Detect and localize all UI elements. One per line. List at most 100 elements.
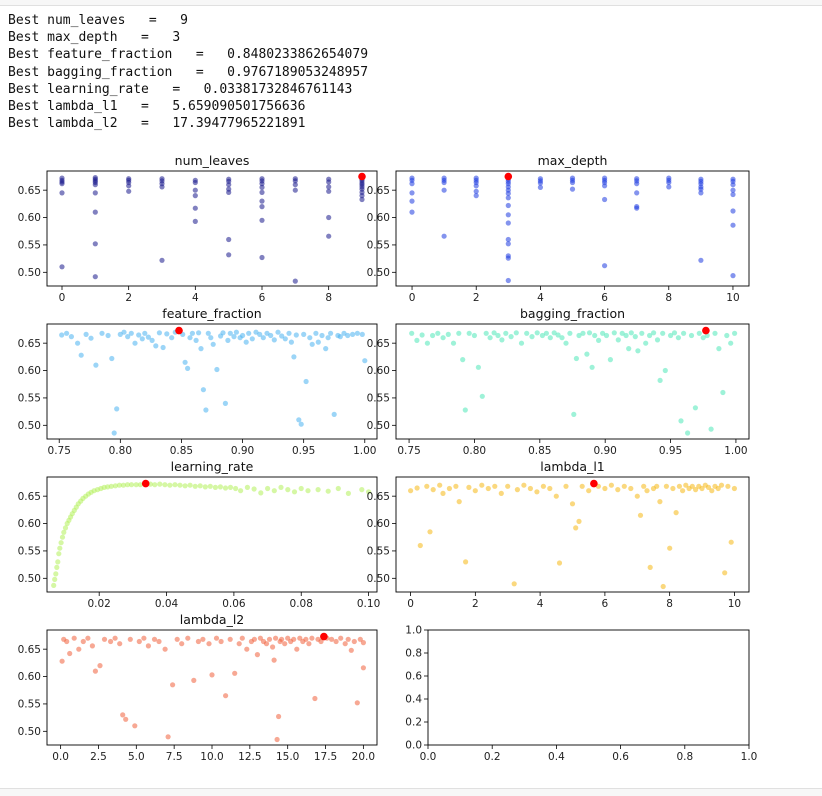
- x-tick-label: 6: [602, 598, 609, 610]
- output-line: Best num_leaves = 9: [8, 13, 189, 28]
- data-point: [257, 331, 263, 337]
- data-point: [345, 332, 351, 339]
- best-point: [141, 479, 150, 488]
- data-point: [409, 190, 415, 196]
- data-point: [408, 488, 414, 494]
- data-point: [185, 365, 191, 371]
- x-tick-label: 0: [409, 292, 416, 304]
- data-point: [693, 487, 699, 493]
- data-point: [265, 485, 271, 492]
- x-tick-label: 10: [728, 598, 741, 610]
- data-point: [607, 357, 614, 363]
- x-tick-label: 8: [325, 292, 332, 304]
- output-line: Best lambda_l1 = 5.659090501756636: [8, 99, 306, 115]
- x-tick-label: 0.95: [659, 445, 682, 457]
- data-point: [499, 337, 505, 343]
- data-point: [359, 196, 365, 203]
- data-point: [270, 644, 276, 650]
- data-point: [296, 417, 302, 423]
- data-point: [292, 182, 298, 188]
- x-tick-label: 0.85: [170, 445, 193, 457]
- x-tick-label: 2: [472, 598, 479, 610]
- data-point: [634, 181, 640, 187]
- data-point: [137, 482, 143, 488]
- data-point: [51, 582, 57, 589]
- data-point: [632, 334, 638, 340]
- data-point: [513, 330, 519, 336]
- x-tick-label: 1.0: [741, 751, 758, 763]
- subplot-empty: 0.0 0.2 0.4 0.6 0.8 1.0 0.0 0.2 0.4 0.6 0.8 1.0: [405, 625, 757, 763]
- y-tick-label: 0.65: [18, 491, 41, 503]
- data-point: [456, 330, 462, 336]
- cell-bottom-border: [0, 788, 822, 796]
- data-point: [78, 352, 84, 358]
- data-point: [688, 332, 695, 339]
- data-point: [226, 182, 232, 188]
- data-point: [220, 330, 226, 336]
- x-tick-label: 0.90: [231, 445, 254, 457]
- data-point: [359, 331, 365, 337]
- data-point: [306, 641, 312, 647]
- data-point: [117, 641, 123, 647]
- data-point: [326, 233, 332, 239]
- data-point: [182, 359, 188, 365]
- y-tick-label: 0.2: [405, 717, 422, 729]
- data-point: [207, 483, 213, 489]
- data-point: [203, 407, 209, 413]
- data-point: [315, 487, 321, 493]
- data-point: [244, 484, 250, 490]
- data-point: [312, 695, 318, 702]
- data-point: [505, 212, 511, 218]
- data-point: [359, 193, 365, 199]
- data-point: [59, 332, 65, 338]
- y-tick-label: 0.65: [367, 185, 390, 197]
- subplot-num_leaves: 0 2 4 6 8 0.50 0.55 0.60 0.65 num_leaves: [18, 153, 378, 304]
- data-point: [120, 482, 126, 488]
- data-point: [89, 643, 95, 649]
- y-tick-label: 0.60: [367, 365, 390, 377]
- data-point: [543, 330, 550, 336]
- data-point: [111, 430, 117, 436]
- data-point: [576, 518, 582, 525]
- data-point: [441, 233, 447, 239]
- best-point: [504, 172, 513, 181]
- y-tick-label: 0.55: [367, 240, 390, 252]
- data-point: [125, 334, 131, 340]
- data-point: [487, 335, 493, 341]
- data-point: [132, 340, 138, 346]
- data-point: [222, 400, 228, 406]
- data-point: [623, 332, 629, 339]
- data-point: [414, 485, 420, 491]
- data-point: [294, 646, 300, 652]
- data-point: [357, 636, 363, 642]
- data-point: [246, 330, 252, 336]
- data-point: [80, 638, 86, 645]
- data-point: [471, 332, 477, 339]
- data-point: [152, 482, 158, 488]
- data-point: [258, 490, 264, 496]
- axes-frame: [46, 323, 378, 440]
- data-point: [160, 344, 166, 351]
- data-point: [712, 330, 718, 336]
- data-point: [185, 635, 191, 641]
- data-point: [195, 638, 201, 645]
- data-point: [709, 488, 715, 494]
- data-point: [529, 334, 535, 340]
- data-point: [132, 723, 138, 729]
- data-point: [462, 407, 468, 413]
- data-point: [136, 638, 142, 645]
- data-point: [222, 485, 229, 491]
- y-tick-label: 0.65: [18, 644, 41, 656]
- data-point: [309, 341, 315, 347]
- data-point: [68, 334, 74, 340]
- data-point: [59, 658, 65, 664]
- data-point: [214, 366, 220, 373]
- data-point: [121, 329, 127, 335]
- data-point: [440, 335, 446, 341]
- data-point: [505, 241, 511, 247]
- data-point: [580, 330, 586, 336]
- data-point: [539, 332, 546, 339]
- data-point: [59, 534, 66, 540]
- data-point: [192, 179, 198, 186]
